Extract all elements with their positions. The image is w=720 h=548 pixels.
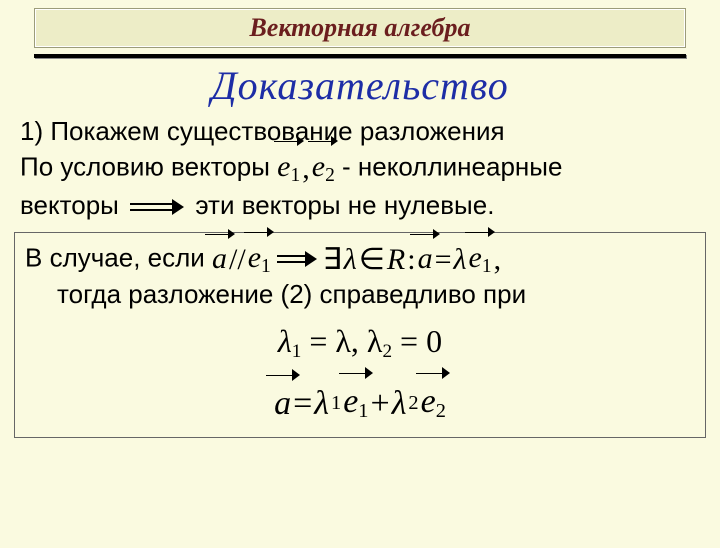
proof-line-3: векторы эти векторы не нулевые.	[20, 189, 700, 222]
implies-arrow-icon	[130, 200, 184, 214]
text-fragment: векторы	[20, 190, 126, 220]
lambda: λ	[453, 241, 466, 279]
formula-1: λ1 = λ, λ2 = 0	[25, 323, 695, 363]
vector-a: a	[418, 244, 433, 274]
proof-line-2: По условию векторы e1 , e2 - неколлинеар…	[20, 150, 700, 188]
in-symbol: ∈	[359, 241, 385, 279]
text-fragment: В случае, если	[25, 242, 212, 272]
vector-e1: e1	[277, 152, 300, 185]
case-line-2: тогда разложение (2) справедливо при	[57, 278, 695, 311]
case-line-1: В случае, если a // e1 ∃ λ ∈ R : a = λ e…	[25, 241, 695, 279]
implies-arrow-icon	[277, 252, 317, 266]
vector-e2: e2	[421, 385, 446, 422]
vector-e1: e1	[248, 243, 271, 276]
parallel-symbol: //	[229, 241, 246, 279]
formula-2: a = λ1 e1 + λ2 e2	[25, 382, 695, 422]
trailing-comma: ,	[494, 241, 502, 279]
comma: ,	[302, 150, 310, 188]
vector-e2: e2	[312, 152, 335, 185]
equals: =	[435, 241, 452, 279]
divider	[34, 54, 686, 58]
vector-e1: e1	[468, 243, 491, 276]
proof-line-1: 1) Покажем существование разложения	[20, 115, 700, 148]
exists-symbol: ∃	[323, 241, 342, 279]
lambda: λ	[344, 241, 357, 279]
title-bar: Векторная алгебра	[34, 8, 686, 48]
page-title: Векторная алгебра	[249, 13, 470, 43]
subheading: Доказательство	[0, 62, 720, 109]
vector-e1: e1	[343, 385, 368, 422]
formula-block: λ1 = λ, λ2 = 0 a = λ1 e1 + λ2 e2	[25, 323, 695, 423]
text-fragment: эти векторы не нулевые.	[195, 190, 494, 220]
colon: :	[407, 241, 415, 279]
vector-a: a	[212, 244, 227, 274]
vector-a: a	[274, 387, 291, 421]
text-fragment: По условию векторы	[20, 151, 277, 181]
set-R: R	[387, 241, 405, 279]
text-fragment: - неколлинеарные	[342, 151, 562, 181]
case-box: В случае, если a // e1 ∃ λ ∈ R : a = λ e…	[14, 232, 706, 438]
